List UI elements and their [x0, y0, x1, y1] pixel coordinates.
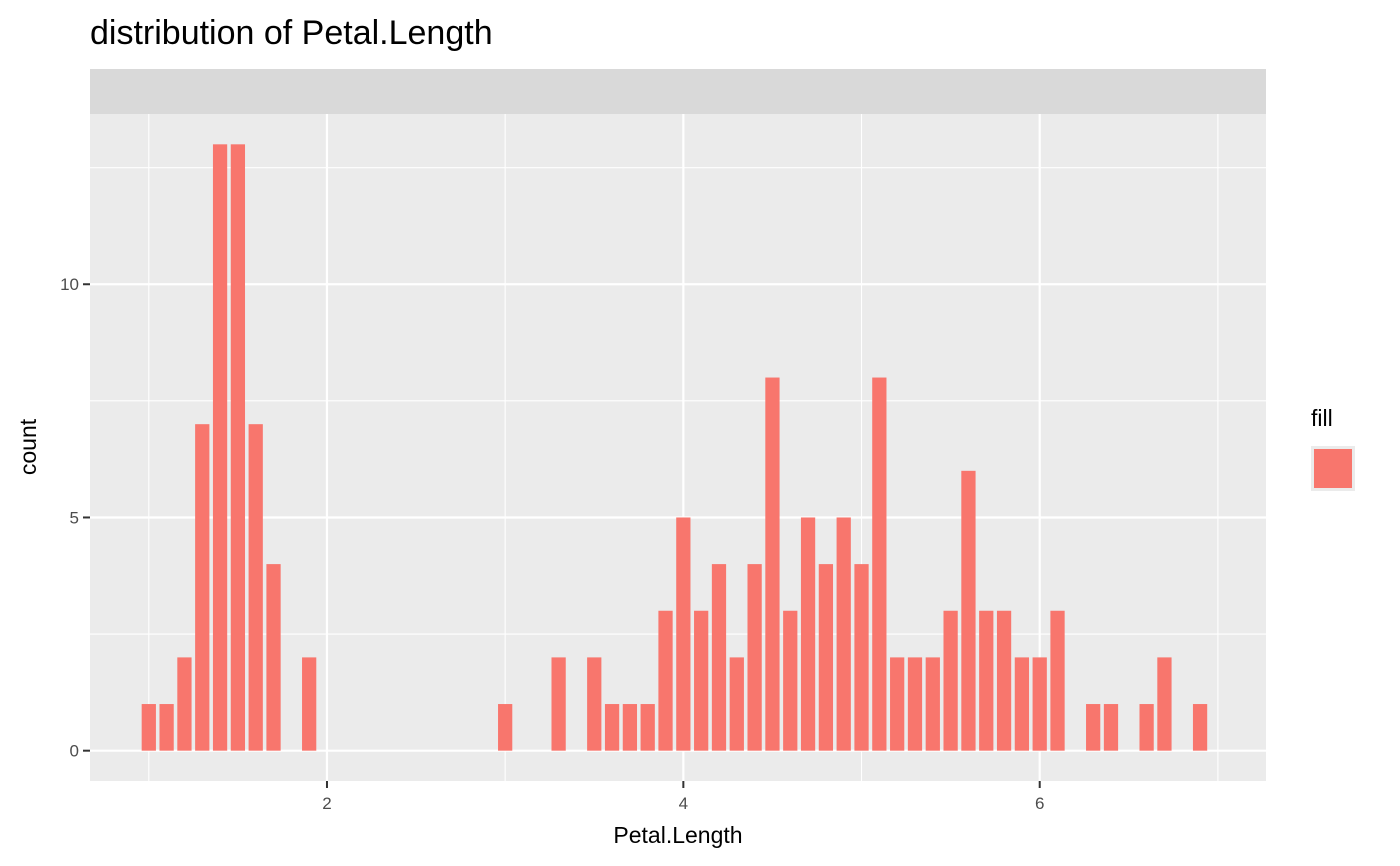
- histogram-bar: [230, 144, 246, 751]
- histogram-bar: [302, 657, 317, 751]
- histogram-bar: [747, 564, 762, 751]
- histogram-bar: [872, 377, 887, 751]
- histogram-bar: [907, 657, 923, 751]
- histogram-bar: [1103, 704, 1119, 751]
- histogram-bar: [729, 657, 744, 751]
- histogram-bar: [800, 517, 816, 751]
- histogram-bar: [836, 517, 851, 751]
- histogram-bar: [622, 704, 638, 751]
- histogram-bar: [266, 564, 281, 751]
- histogram-bar: [141, 704, 156, 751]
- legend-swatch: [1314, 449, 1352, 488]
- x-axis-title: Petal.Length: [613, 822, 742, 848]
- histogram-bar: [658, 610, 673, 751]
- y-tick-label: 5: [70, 508, 79, 527]
- histogram-bar: [711, 564, 727, 751]
- histogram-bar: [1014, 657, 1030, 751]
- y-tick-label: 10: [60, 275, 79, 294]
- histogram-bar: [248, 424, 263, 751]
- histogram-bar: [195, 424, 210, 751]
- histogram-bar: [818, 564, 834, 751]
- histogram-bar: [854, 564, 869, 751]
- histogram-bar: [1192, 704, 1208, 751]
- histogram-bar: [783, 610, 798, 751]
- histogram-bar: [587, 657, 602, 751]
- y-axis: 0 5 10: [60, 275, 90, 761]
- histogram-bar: [177, 657, 192, 751]
- histogram-bar: [925, 657, 940, 751]
- histogram-bar: [1032, 657, 1047, 751]
- x-tick-label: 4: [679, 794, 688, 813]
- facet-strip: [90, 69, 1266, 114]
- histogram-bar: [996, 610, 1012, 751]
- histogram-bar: [890, 657, 905, 751]
- histogram-bar: [604, 704, 620, 751]
- legend-title: fill: [1311, 405, 1333, 431]
- y-tick-label: 0: [70, 742, 79, 761]
- histogram-bar: [1086, 704, 1101, 751]
- histogram-bar: [961, 470, 976, 751]
- x-tick-label: 2: [322, 794, 331, 813]
- histogram-bar: [676, 517, 691, 751]
- x-tick-label: 6: [1035, 794, 1044, 813]
- bars-group: [141, 144, 1208, 751]
- histogram-bar: [979, 610, 994, 751]
- histogram-bar: [1157, 657, 1172, 751]
- histogram-bar: [640, 704, 655, 751]
- histogram-bar: [498, 704, 513, 751]
- histogram-bar: [694, 610, 709, 751]
- histogram-bar: [943, 610, 958, 751]
- legend: fill: [1311, 405, 1355, 491]
- histogram-bar: [159, 704, 174, 751]
- histogram-bar: [551, 657, 566, 751]
- y-axis-title: count: [15, 418, 41, 475]
- histogram-bar: [1050, 610, 1065, 751]
- histogram-bar: [1139, 704, 1154, 751]
- histogram-bar: [765, 377, 780, 751]
- histogram-bar: [212, 144, 228, 751]
- chart-title: distribution of Petal.Length: [90, 14, 493, 52]
- x-axis: 2 4 6: [322, 781, 1044, 813]
- minor-gridlines: [90, 114, 1266, 781]
